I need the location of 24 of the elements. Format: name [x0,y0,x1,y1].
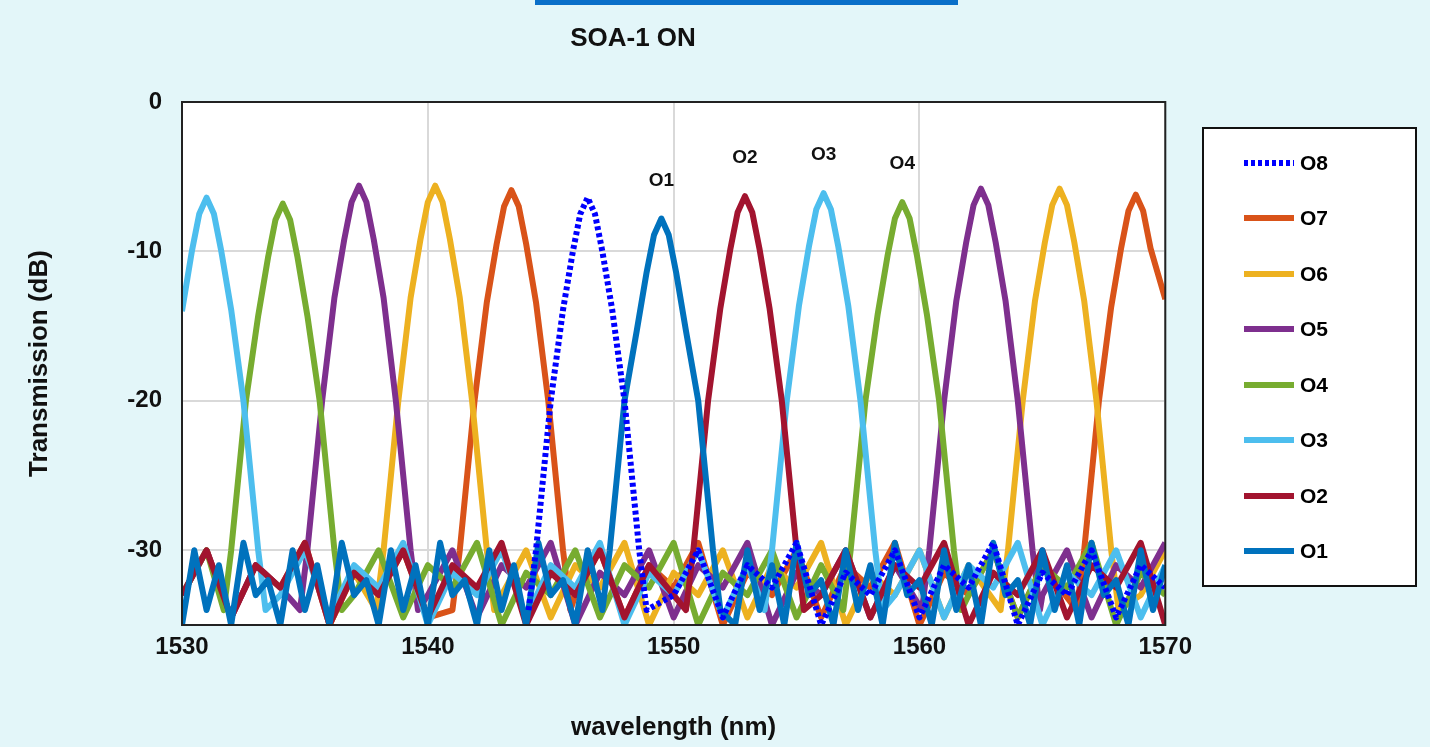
legend-label: O6 [1300,261,1329,286]
legend-label: O7 [1300,206,1329,231]
y-tick-label: -20 [127,385,162,413]
legend-label: O4 [1300,372,1329,397]
legend-label: O3 [1300,428,1329,453]
annotation: O4 [889,152,916,174]
y-tick-label: -10 [127,236,162,264]
x-tick-label: 1540 [401,632,455,660]
x-tick-label: 1560 [892,632,947,660]
x-axis-title: wavelength (nm) [570,710,777,741]
legend-label: O1 [1300,539,1329,564]
chart-title: SOA-1 ON [569,22,697,53]
annotation: O2 [732,146,758,168]
legend-label: O8 [1300,150,1329,175]
x-tick-label: 1570 [1138,632,1192,660]
annotation: O1 [648,168,675,190]
y-axis-title: Transmission (dB) [22,250,53,477]
legend-label: O5 [1300,317,1329,342]
annotation: O3 [810,143,837,165]
y-tick-label: -30 [127,534,162,562]
legend-label: O2 [1300,483,1329,508]
x-tick-label: 1550 [646,632,701,660]
x-tick-label: 1530 [155,632,209,660]
y-tick-label: 0 [148,86,162,114]
